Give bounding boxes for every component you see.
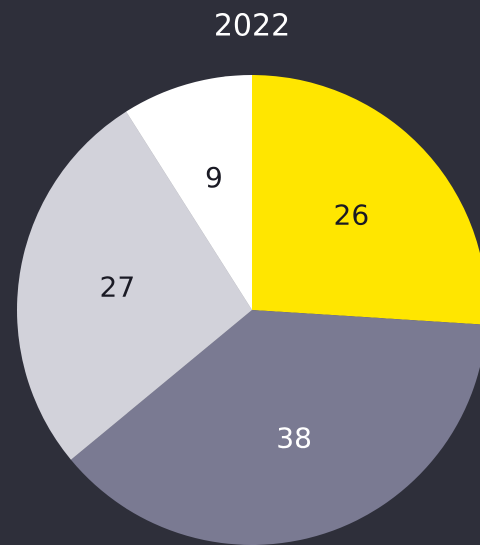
data-label: 38 (276, 422, 312, 455)
pie-slice (70, 310, 480, 545)
data-label: 26 (334, 199, 370, 232)
data-label: 27 (100, 271, 136, 304)
chart-title: 2022 (214, 9, 290, 44)
data-label: 9 (205, 161, 223, 194)
pie-slice (16, 111, 252, 460)
pie-slice (126, 75, 252, 310)
pie-slice (252, 75, 480, 325)
